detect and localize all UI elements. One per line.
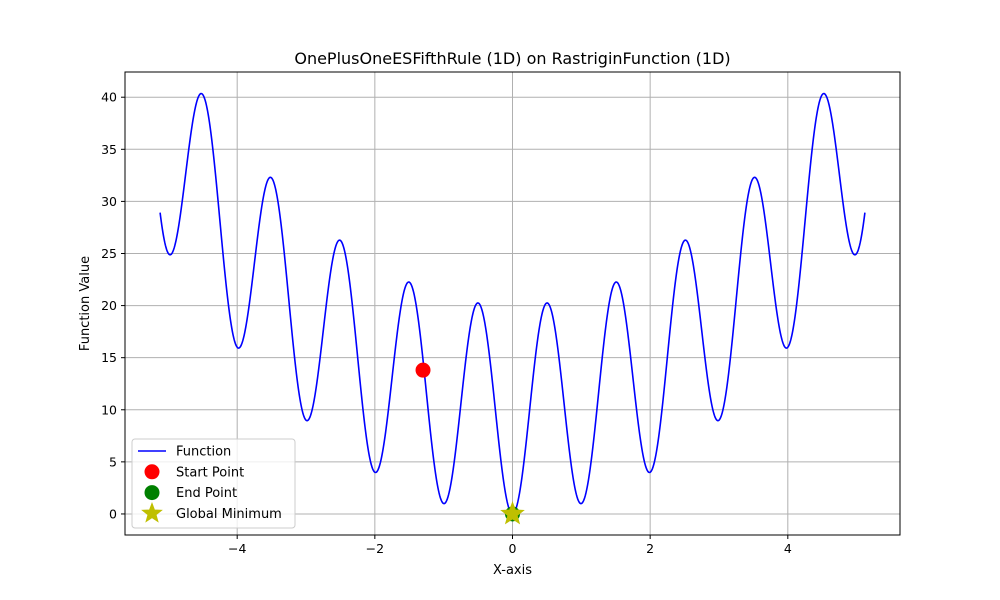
legend: Function Start Point End Point Global Minim…: [131, 438, 296, 529]
legend-swatch-global-minimum: [141, 501, 163, 523]
x-tick-label: 4: [784, 541, 792, 556]
y-tick-label: 35: [101, 142, 117, 157]
legend-label-start-point: Start Point: [176, 465, 244, 480]
y-tick-label: 40: [101, 90, 117, 105]
x-tick-label: −4: [228, 541, 246, 556]
legend-label-end-point: End Point: [176, 486, 237, 501]
x-tick-label: 2: [646, 541, 654, 556]
y-axis: 0 5 10 15 20 25 30 35 40: [101, 90, 125, 521]
x-tick-label: −2: [366, 541, 384, 556]
x-axis: −4 −2 0 2 4: [228, 535, 792, 556]
y-tick-label: 5: [109, 454, 117, 469]
chart-title: OnePlusOneESFifthRule (1D) on RastriginF…: [294, 49, 730, 68]
legend-label-function: Function: [176, 445, 231, 460]
x-axis-title: X-axis: [493, 563, 532, 578]
y-tick-label: 0: [109, 506, 117, 521]
global-minimum-marker: [500, 501, 525, 525]
y-axis-title: Function Value: [78, 256, 93, 351]
legend-swatch-start-point: [144, 464, 160, 480]
x-tick-label: 0: [509, 541, 517, 556]
start-point-marker: [415, 362, 431, 378]
legend-box: [131, 438, 296, 529]
y-tick-label: 30: [101, 194, 117, 209]
y-tick-label: 25: [101, 246, 117, 261]
y-tick-label: 10: [101, 402, 117, 417]
y-tick-label: 15: [101, 350, 117, 365]
y-tick-label: 20: [101, 298, 117, 313]
legend-label-global-minimum: Global Minimum: [176, 507, 282, 522]
series-layer: [159, 92, 866, 525]
legend-swatch-end-point: [144, 485, 160, 501]
